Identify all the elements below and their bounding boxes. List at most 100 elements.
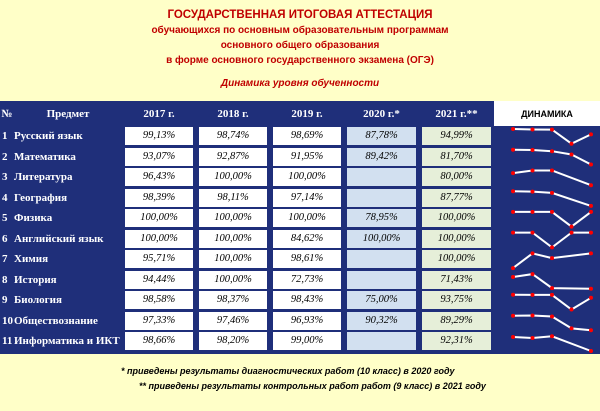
value-2021-cell: 94,99%: [419, 126, 494, 147]
sparkline-point: [550, 314, 554, 319]
value-2017: 98,58%: [125, 291, 193, 310]
sparkline-point: [530, 251, 535, 256]
footnote-2021: ** приведены результаты контрольных рабо…: [139, 381, 486, 391]
sparkline-line: [512, 252, 592, 269]
sparkline-point: [550, 256, 554, 261]
subject-name: История: [14, 273, 57, 286]
sparkline-point: [511, 171, 515, 176]
sparkline-point: [589, 251, 593, 256]
sparkline-line: [512, 190, 592, 207]
sparkline-point: [589, 203, 593, 208]
title-line-1: ГОСУДАРСТВЕННАЯ ИТОГОВАЯ АТТЕСТАЦИЯ: [167, 9, 433, 21]
sparkline-point: [530, 272, 535, 277]
footnote-2020: * приведены результаты диагностических р…: [121, 366, 455, 376]
value-2019: 97,14%: [273, 188, 341, 207]
value-2021: 71,43%: [422, 270, 491, 289]
value-2021-cell: 100,00%: [419, 208, 494, 229]
value-2021-cell: 87,77%: [419, 188, 494, 209]
value-2018-cell: 97,46%: [196, 311, 270, 332]
dynamics-cell: [494, 208, 600, 229]
value-2021: 100,00%: [422, 209, 491, 228]
header-row: № Предмет 2017 г. 2018 г. 2019 г. 2020 г…: [0, 101, 600, 126]
table-row: 6 Английский язык 100,00% 100,00% 84,62% 100,…: [0, 228, 600, 250]
table-row: 8 История 94,44% 100,00% 72,73% 71,43%: [0, 269, 600, 291]
value-2019-cell: 72,73%: [270, 270, 344, 291]
value-2020: [347, 188, 416, 207]
sparkline-point: [589, 328, 593, 333]
row-number: 8: [2, 273, 8, 286]
row-number: 6: [2, 232, 8, 245]
sparkline-line: [512, 169, 592, 187]
sparkline-line: [513, 231, 591, 249]
value-2021: 92,31%: [422, 332, 491, 351]
dynamics-sparklines: [511, 127, 593, 353]
value-2017: 96,43%: [125, 168, 193, 187]
dynamics-cell: [494, 249, 600, 270]
value-2018-cell: 98,37%: [196, 290, 270, 311]
value-2021-cell: 89,29%: [419, 311, 494, 332]
sparkline-point: [589, 209, 593, 214]
sparkline-point: [589, 132, 593, 137]
value-2020-cell: 78,95%: [344, 208, 419, 229]
subject-name: Химия: [14, 253, 49, 266]
title-line-2: обучающихся по основным образовательным …: [151, 25, 449, 36]
sparkline-point: [530, 127, 535, 132]
value-2018: 100,00%: [199, 209, 267, 228]
value-2020: [347, 332, 416, 351]
sparkline-line: [512, 273, 592, 290]
subject-name: Математика: [14, 150, 76, 163]
value-2017: 100,00%: [125, 229, 193, 248]
value-2021-cell: 80,00%: [419, 167, 494, 188]
table-row: 10 Обществознание 97,33% 97,46% 96,93% 90,32%…: [0, 310, 600, 332]
sparkline-point: [530, 313, 535, 318]
sparkline-point: [550, 334, 554, 339]
value-2019: 98,69%: [273, 127, 341, 146]
subject-name: Русский язык: [14, 130, 83, 143]
sparkline-point: [550, 149, 554, 154]
value-2018-cell: 100,00%: [196, 208, 270, 229]
sparkline-point: [569, 230, 574, 235]
row-number: 2: [2, 150, 8, 163]
value-2020-cell: [344, 188, 419, 209]
title-line-4: в форме основного государственного экзам…: [166, 55, 434, 66]
table-row: 7 Химия 95,71% 100,00% 98,61% 100,00%: [0, 249, 600, 270]
sparkline-point: [569, 224, 574, 229]
table-row: 11 Информатика и ИКТ 98,66% 98,20% 99,00% 92,…: [0, 331, 600, 352]
value-2020-cell: 100,00%: [344, 229, 419, 250]
subject-name: Обществознание: [14, 314, 98, 327]
value-2019-cell: 99,00%: [270, 331, 344, 352]
value-2017: 98,66%: [125, 332, 193, 351]
value-2020: 78,95%: [347, 209, 416, 228]
subtitle: Динамика уровня обученности: [220, 78, 380, 89]
value-2020: 90,32%: [347, 311, 416, 330]
sparkline-point: [589, 230, 593, 235]
row-number: 5: [2, 212, 8, 225]
sparkline-point: [589, 183, 593, 188]
value-2017-cell: 100,00%: [122, 229, 196, 250]
value-2017: 94,44%: [125, 270, 193, 289]
sparkline-point: [569, 141, 574, 146]
sparkline-point: [589, 295, 593, 300]
value-2020: [347, 270, 416, 289]
value-2018-cell: 98,11%: [196, 188, 270, 209]
subject-name: Физика: [14, 212, 53, 225]
value-2021: 94,99%: [422, 127, 491, 146]
col-header-subject: Предмет: [46, 107, 90, 120]
dynamics-cell: [494, 187, 600, 208]
sparkline-point: [530, 189, 535, 194]
sparkline-point: [569, 152, 574, 157]
value-2019: 98,61%: [273, 250, 341, 269]
subject-name: Информатика и ИКТ: [14, 335, 120, 348]
value-2017-cell: 94,44%: [122, 270, 196, 291]
sparkline-point: [511, 266, 515, 271]
subject-name: География: [14, 191, 68, 204]
value-2021-cell: 93,75%: [419, 290, 494, 311]
value-2017-cell: 100,00%: [122, 208, 196, 229]
table-row: 5 Физика 100,00% 100,00% 100,00% 78,95% 100,00…: [0, 208, 600, 229]
value-2020-cell: 90,32%: [344, 311, 419, 332]
value-2019: 72,73%: [273, 270, 341, 289]
row-number: 3: [2, 171, 8, 184]
value-2019-cell: 98,61%: [270, 249, 344, 270]
sparkline-point: [530, 230, 535, 235]
value-2018-cell: 100,00%: [196, 249, 270, 270]
